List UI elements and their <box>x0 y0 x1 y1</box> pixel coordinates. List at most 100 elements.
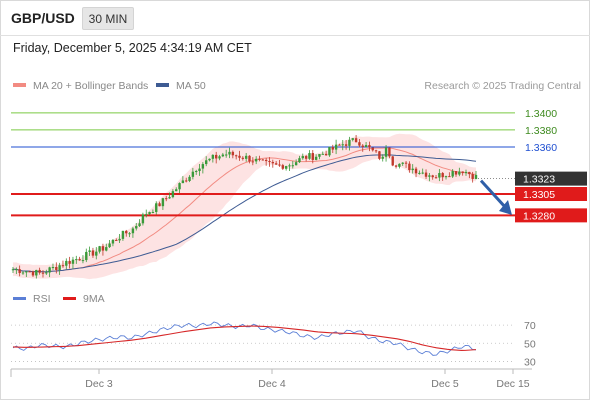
candle-body <box>28 271 31 273</box>
candle-body <box>354 138 358 143</box>
candle-body <box>418 172 421 174</box>
candle-body <box>11 269 15 271</box>
candle-body <box>371 147 374 151</box>
candle-body <box>244 155 248 159</box>
candle-body <box>361 145 364 147</box>
bollinger-band-fill <box>13 133 476 280</box>
candle-body <box>271 161 275 164</box>
candle-body <box>98 246 101 252</box>
legend-ma50-label: MA 50 <box>176 80 206 92</box>
candle-body <box>191 171 195 177</box>
candle-body <box>398 163 401 167</box>
candle-body <box>401 162 404 164</box>
candle-body <box>171 191 175 198</box>
level-tag-support <box>515 187 587 201</box>
candle-body <box>168 197 171 199</box>
candle-body <box>468 171 471 175</box>
candle-body <box>228 151 231 155</box>
candle-body <box>148 212 151 215</box>
candle-body <box>115 239 118 241</box>
candle-body <box>441 173 444 178</box>
candle-body <box>151 211 155 213</box>
candle-body <box>175 189 178 192</box>
candle-body <box>291 165 294 167</box>
candle-body <box>101 246 105 251</box>
header: GBP/USD 30 MIN <box>0 0 590 36</box>
candle-body <box>451 171 454 177</box>
candle-body <box>121 230 125 239</box>
candle-body <box>368 145 371 148</box>
candle-body <box>118 238 121 241</box>
candle-body <box>185 180 188 182</box>
candle-body <box>204 160 208 165</box>
candle-body <box>311 153 314 160</box>
candle-body <box>85 251 88 261</box>
candle-body <box>434 177 438 179</box>
candle-body <box>95 251 98 256</box>
symbol-title: GBP/USD <box>11 10 75 26</box>
candle-body <box>31 271 35 276</box>
candle-body <box>71 259 75 264</box>
candle-body <box>284 166 288 169</box>
candle-body <box>61 265 65 267</box>
candle-body <box>304 156 308 159</box>
candle-body <box>341 144 344 146</box>
ma50-swatch <box>156 83 169 88</box>
candle-body <box>428 175 431 177</box>
candle-body <box>454 171 458 175</box>
candle-body <box>81 260 85 262</box>
candle-body <box>314 156 318 160</box>
ma20-swatch <box>13 83 26 88</box>
candle-body <box>38 269 41 273</box>
candle-body <box>105 247 108 251</box>
candle-body <box>261 159 265 161</box>
candle-body <box>48 267 51 273</box>
rsi-tick-label: 50 <box>524 338 536 350</box>
x-tick-label: Dec 4 <box>258 378 286 390</box>
candle-body <box>91 250 95 256</box>
candle-body <box>374 150 378 152</box>
candle-body <box>358 142 361 146</box>
candle-body <box>51 267 55 269</box>
candle-body <box>421 172 424 174</box>
level-label-pivot: 1.3360 <box>525 142 557 154</box>
rsi-tick-label: 70 <box>524 320 536 332</box>
candle-body <box>65 260 68 266</box>
candle-body <box>68 260 71 264</box>
candle-body <box>158 203 161 207</box>
candle-body <box>404 162 408 164</box>
timeframe-button[interactable]: 30 MIN <box>82 7 134 30</box>
candle-body <box>238 155 241 158</box>
candles <box>11 135 478 279</box>
candle-body <box>308 153 311 159</box>
candle-body <box>145 214 148 216</box>
candle-body <box>221 154 225 157</box>
candle-body <box>178 183 181 190</box>
candle-body <box>214 154 218 159</box>
candle-body <box>218 156 221 159</box>
candle-body <box>35 269 38 276</box>
candle-body <box>288 165 291 167</box>
candle-body <box>75 259 78 261</box>
candle-body <box>411 168 414 171</box>
rsi-tick-label: 30 <box>524 356 536 368</box>
candle-body <box>15 269 18 271</box>
candle-body <box>108 243 111 248</box>
candle-body <box>131 228 135 234</box>
ma20-line <box>12 147 477 273</box>
candle-body <box>18 269 21 274</box>
candle-body <box>125 230 128 234</box>
level-label-resistance: 1.3380 <box>525 125 557 137</box>
candle-body <box>58 265 61 270</box>
forecast-arrow-head <box>499 199 512 215</box>
legend-rsi-label: RSI <box>33 293 51 305</box>
candle-body <box>301 156 304 159</box>
candle-body <box>391 156 394 166</box>
candle-body <box>138 223 141 227</box>
candle-body <box>241 157 245 159</box>
candle-body <box>348 139 351 146</box>
candle-body <box>21 272 25 274</box>
candle-body <box>424 172 428 177</box>
candle-body <box>188 176 191 181</box>
